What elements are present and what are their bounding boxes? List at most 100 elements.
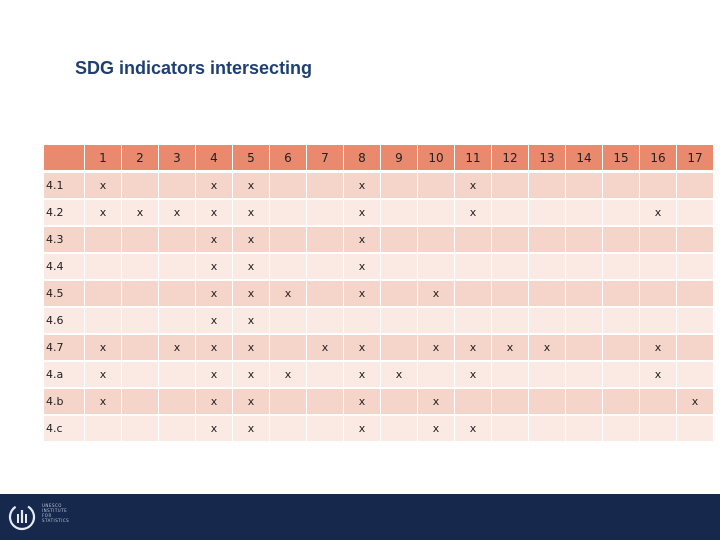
table-cell: [565, 335, 602, 362]
table-cell: [380, 416, 417, 443]
table-cell: [602, 200, 639, 227]
table-cell: [121, 173, 158, 200]
table-cell: x: [639, 362, 676, 389]
table-cell: [121, 362, 158, 389]
table-cell: [380, 254, 417, 281]
table-cell: [676, 281, 713, 308]
table-cell: x: [343, 362, 380, 389]
table-cell: x: [343, 416, 380, 443]
table-cell: x: [269, 281, 306, 308]
table-cell: [602, 227, 639, 254]
table-cell: [380, 335, 417, 362]
logo-text: UNESCO INSTITUTE FOR STATISTICS: [42, 503, 69, 523]
column-header-2: 2: [121, 145, 158, 173]
table-cell: [158, 416, 195, 443]
table-cell: x: [454, 335, 491, 362]
table-cell: [676, 200, 713, 227]
table-cell: [565, 254, 602, 281]
table-cell: [417, 200, 454, 227]
table-cell: x: [121, 200, 158, 227]
table-row: 4.4 x x x: [44, 254, 713, 281]
table-cell: [121, 416, 158, 443]
table-cell: x: [343, 281, 380, 308]
table-cell: [602, 416, 639, 443]
table-cell: [491, 389, 528, 416]
table-cell: [676, 254, 713, 281]
table-cell: x: [269, 362, 306, 389]
table-cell: [269, 335, 306, 362]
table-cell: [380, 281, 417, 308]
table-cell: [639, 227, 676, 254]
table-cell: [528, 173, 565, 200]
row-label: 4.1: [44, 173, 84, 200]
table-cell: [158, 254, 195, 281]
table-cell: x: [343, 335, 380, 362]
logo-text-line: FOR: [42, 513, 52, 518]
table-cell: [454, 389, 491, 416]
table-cell: [84, 416, 121, 443]
table-cell: [269, 389, 306, 416]
table-cell: x: [232, 416, 269, 443]
table-cell: [602, 173, 639, 200]
table-cell: [158, 308, 195, 335]
table-cell: [306, 281, 343, 308]
table-cell: [454, 227, 491, 254]
table-cell: [602, 335, 639, 362]
column-header-4: 4: [195, 145, 232, 173]
column-header-9: 9: [380, 145, 417, 173]
uis-logo-icon: [8, 503, 36, 531]
column-header-6: 6: [269, 145, 306, 173]
table-cell: [380, 173, 417, 200]
table-cell: x: [84, 335, 121, 362]
table-cell: [158, 389, 195, 416]
column-header-12: 12: [491, 145, 528, 173]
column-header-11: 11: [454, 145, 491, 173]
table-cell: [269, 308, 306, 335]
table-cell: [639, 173, 676, 200]
table-cell: [84, 227, 121, 254]
table-cell: x: [454, 416, 491, 443]
table-cell: x: [158, 335, 195, 362]
table-cell: [639, 416, 676, 443]
table-cell: [121, 308, 158, 335]
table-cell: [121, 389, 158, 416]
table-row: 4.c x x x x x: [44, 416, 713, 443]
table-cell: x: [232, 254, 269, 281]
table-cell: x: [195, 281, 232, 308]
table-cell: [676, 227, 713, 254]
table-cell: x: [232, 335, 269, 362]
table-cell: [528, 254, 565, 281]
table-cell: x: [84, 362, 121, 389]
table-cell: [84, 308, 121, 335]
table-cell: x: [343, 254, 380, 281]
table-cell: x: [195, 362, 232, 389]
table-cell: [158, 173, 195, 200]
column-header-17: 17: [676, 145, 713, 173]
table-cell: [639, 254, 676, 281]
table-cell: x: [84, 200, 121, 227]
table-cell: [454, 308, 491, 335]
row-label: 4.3: [44, 227, 84, 254]
table-cell: x: [195, 389, 232, 416]
logo-text-line: UNESCO: [42, 503, 62, 508]
table-cell: [269, 416, 306, 443]
table-cell: x: [417, 389, 454, 416]
table-cell: x: [676, 389, 713, 416]
column-header-15: 15: [602, 145, 639, 173]
table-cell: [417, 227, 454, 254]
table-cell: [380, 227, 417, 254]
table-cell: [676, 173, 713, 200]
column-header-3: 3: [158, 145, 195, 173]
table-row: 4.b x x x x x x: [44, 389, 713, 416]
row-label: 4.5: [44, 281, 84, 308]
table-cell: [602, 254, 639, 281]
table-cell: x: [417, 335, 454, 362]
table-cell: x: [195, 254, 232, 281]
row-label: 4.4: [44, 254, 84, 281]
table-row: 4.3 x x x: [44, 227, 713, 254]
table-cell: [417, 254, 454, 281]
table-cell: [306, 362, 343, 389]
column-header-14: 14: [565, 145, 602, 173]
table-cell: x: [454, 173, 491, 200]
table-cell: [380, 308, 417, 335]
